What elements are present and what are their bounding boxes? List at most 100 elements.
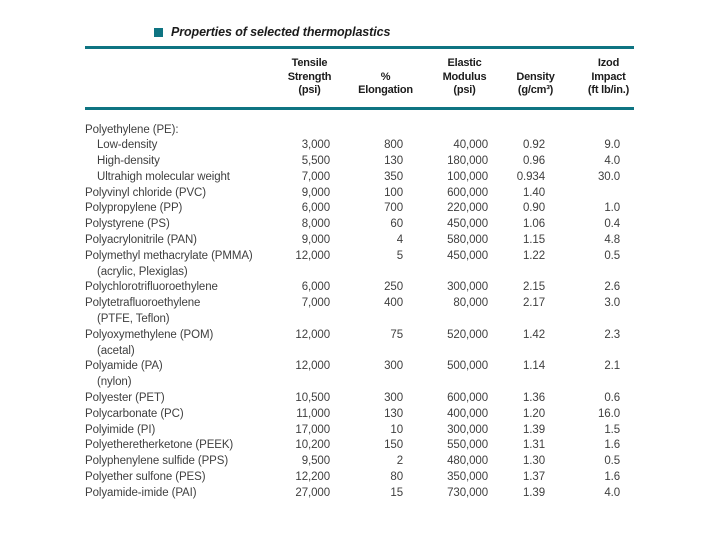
- elongation-value: 350: [384, 170, 403, 183]
- izod-impact-value: 4.0: [604, 486, 620, 499]
- tensile-strength-value: 5,500: [301, 155, 330, 168]
- material-name-cell: Polytetrafluoroethylene (PTFE, Teflon): [85, 296, 245, 328]
- tensile-strength-value: 10,200: [295, 439, 330, 452]
- table-row: Polycarbonate (PC) 11,000 130 400,000 1.…: [85, 407, 634, 423]
- elongation-value: 300: [384, 360, 403, 373]
- material-name-cell: High-density: [85, 154, 245, 170]
- material-name-cell: Polyimide (PI): [85, 423, 245, 439]
- material-name-cell: Polyvinyl chloride (PVC): [85, 186, 245, 202]
- material-name-cell: Polyamide (PA) (nylon): [85, 359, 245, 391]
- izod-impact-value: 1.6: [604, 471, 620, 484]
- elastic-modulus-value: 80,000: [453, 297, 488, 310]
- elastic-modulus-value: 220,000: [447, 202, 488, 215]
- elongation-value: 130: [384, 155, 403, 168]
- density-value: 2.17: [523, 297, 545, 310]
- elongation-value: 15: [390, 486, 403, 499]
- izod-impact-value: 0.4: [604, 218, 620, 231]
- elastic-modulus-value: 40,000: [453, 139, 488, 152]
- tensile-strength-value: 9,500: [301, 455, 330, 468]
- elastic-modulus-value: 600,000: [447, 186, 488, 199]
- elastic-modulus-value: 730,000: [447, 486, 488, 499]
- material-name: Polyamide (PA): [85, 360, 163, 373]
- table-title-row: Properties of selected thermoplastics: [154, 25, 390, 39]
- density-value: 0.934: [516, 170, 545, 183]
- elastic-modulus-value: 350,000: [447, 471, 488, 484]
- izod-impact-value: 4.0: [604, 155, 620, 168]
- tensile-strength-value: 7,000: [301, 170, 330, 183]
- elastic-modulus-value: 450,000: [447, 249, 488, 262]
- elongation-value: 60: [390, 218, 403, 231]
- material-name-cell: Polyethylene (PE):: [85, 123, 245, 139]
- tensile-strength-value: 12,000: [295, 360, 330, 373]
- izod-impact-value: 0.6: [604, 392, 620, 405]
- izod-impact-value: 4.8: [604, 234, 620, 247]
- tensile-strength-value: 9,000: [301, 234, 330, 247]
- material-name: Polycarbonate (PC): [85, 407, 184, 420]
- material-name-cell: Polypropylene (PP): [85, 201, 245, 217]
- table-row: Polyamide-imide (PAI) 27,000 15 730,000 …: [85, 486, 634, 502]
- column-header-elongation: % Elongation: [358, 70, 413, 97]
- tensile-strength-value: 17,000: [295, 423, 330, 436]
- izod-impact-value: 0.5: [604, 249, 620, 262]
- elongation-value: 10: [390, 423, 403, 436]
- material-name-cell: Low-density: [85, 138, 245, 154]
- material-subname: (PTFE, Teflon): [97, 313, 170, 326]
- material-name: Polyoxymethylene (POM): [85, 328, 214, 341]
- material-name: Polyphenylene sulfide (PPS): [85, 455, 229, 468]
- table-row: Polyetheretherketone (PEEK) 10,200 150 5…: [85, 438, 634, 454]
- column-header-tensile-strength: Tensile Strength (psi): [287, 57, 332, 96]
- table-row: Polyvinyl chloride (PVC) 9,000 100 600,0…: [85, 186, 634, 202]
- table-row: Polyethylene (PE):: [85, 123, 634, 139]
- material-name: Ultrahigh molecular weight: [97, 170, 230, 183]
- elongation-value: 300: [384, 392, 403, 405]
- density-value: 1.06: [523, 218, 545, 231]
- top-rule: [85, 46, 634, 49]
- elongation-value: 100: [384, 186, 403, 199]
- material-name: Polyamide-imide (PAI): [85, 486, 197, 499]
- table-row: Polytetrafluoroethylene (PTFE, Teflon) 7…: [85, 296, 634, 328]
- izod-impact-value: 9.0: [604, 139, 620, 152]
- elongation-value: 800: [384, 139, 403, 152]
- table-row: Polypropylene (PP) 6,000 700 220,000 0.9…: [85, 201, 634, 217]
- elongation-value: 4: [396, 234, 403, 247]
- material-subname: (nylon): [97, 376, 132, 389]
- table-row: Polyamide (PA) (nylon) 12,000 300 500,00…: [85, 359, 634, 391]
- izod-impact-value: 2.1: [604, 360, 620, 373]
- tensile-strength-value: 6,000: [301, 281, 330, 294]
- table-title: Properties of selected thermoplastics: [171, 25, 391, 39]
- material-subname: (acrylic, Plexiglas): [97, 265, 188, 278]
- elastic-modulus-value: 480,000: [447, 455, 488, 468]
- title-square-bullet-icon: [154, 27, 163, 37]
- material-name: Polyimide (PI): [85, 423, 156, 436]
- density-value: 1.39: [523, 486, 545, 499]
- tensile-strength-value: 8,000: [301, 218, 330, 231]
- izod-impact-value: 1.6: [604, 439, 620, 452]
- elongation-value: 700: [384, 202, 403, 215]
- density-value: 0.92: [523, 139, 545, 152]
- izod-impact-value: 1.0: [604, 202, 620, 215]
- tensile-strength-value: 7,000: [301, 297, 330, 310]
- elongation-value: 130: [384, 407, 403, 420]
- thermoplastics-properties-table: Properties of selected thermoplastics Te…: [85, 25, 634, 502]
- elastic-modulus-value: 100,000: [447, 170, 488, 183]
- izod-impact-value: 3.0: [604, 297, 620, 310]
- table-row: Polyester (PET) 10,500 300 600,000 1.36 …: [85, 391, 634, 407]
- column-header-density: Density (g/cm³): [516, 70, 555, 97]
- material-name-cell: Polychlorotrifluoroethylene: [85, 280, 245, 296]
- density-value: 1.14: [523, 360, 545, 373]
- tensile-strength-value: 11,000: [296, 407, 330, 420]
- table-row: Polyacrylonitrile (PAN) 9,000 4 580,000 …: [85, 233, 634, 249]
- material-name: Low-density: [97, 139, 158, 152]
- elongation-value: 80: [390, 471, 403, 484]
- elastic-modulus-value: 600,000: [447, 392, 488, 405]
- table-row: Polystyrene (PS) 8,000 60 450,000 1.06 0…: [85, 217, 634, 233]
- material-name-cell: Polyoxymethylene (POM) (acetal): [85, 328, 245, 360]
- material-name-cell: Polyetheretherketone (PEEK): [85, 438, 245, 454]
- elastic-modulus-value: 180,000: [447, 155, 488, 168]
- tensile-strength-value: 10,500: [295, 392, 330, 405]
- material-name: High-density: [97, 155, 160, 168]
- material-subname: (acetal): [97, 344, 135, 357]
- table-row: Low-density 3,000 800 40,000 0.92 9.0: [85, 138, 634, 154]
- elongation-value: 150: [384, 439, 403, 452]
